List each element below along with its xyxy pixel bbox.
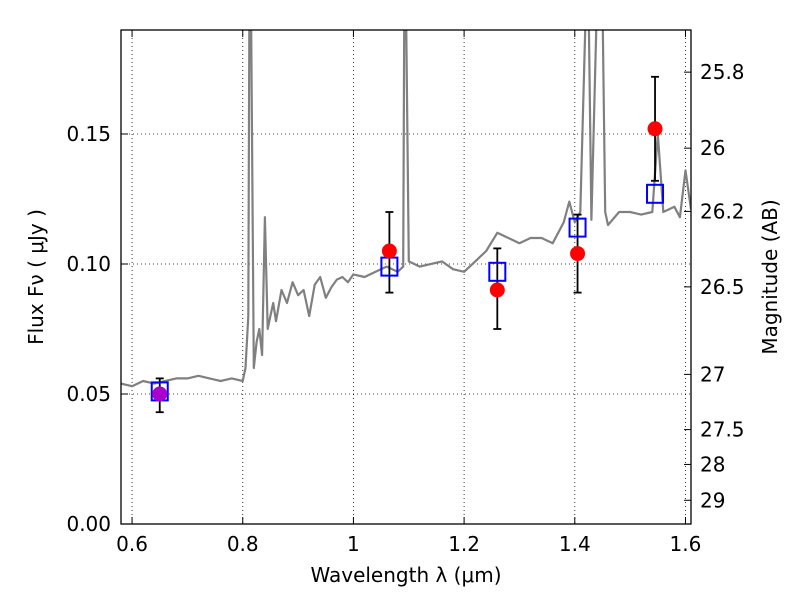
y-axis-right-label: Magnitude (AB) xyxy=(758,199,782,354)
mag-tick-label: 29 xyxy=(700,488,725,512)
observed-point xyxy=(152,386,168,402)
y-tick-label: 0.00 xyxy=(66,512,111,536)
x-tick-label: 0.8 xyxy=(227,532,259,556)
observed-point xyxy=(570,246,586,262)
axis-ticks: 0.6 0.8 1 1.2 1.4 1.6 0.00 0.05 0.10 0.15 25.8 26 26… xyxy=(66,30,745,556)
plot-frame xyxy=(120,29,692,525)
x-axis-label: Wavelength λ (μm) xyxy=(310,563,501,587)
x-tick-label: 1.2 xyxy=(448,532,480,556)
model-photometry-point xyxy=(488,261,507,282)
model-spectrum-layer xyxy=(121,30,691,388)
y-tick-label: 0.05 xyxy=(66,382,111,406)
observed-point xyxy=(489,282,505,298)
observed-point xyxy=(647,121,663,137)
mag-tick-label: 27 xyxy=(700,362,725,386)
mag-tick-label: 26 xyxy=(700,136,725,160)
y-tick-label: 0.10 xyxy=(66,252,111,276)
mag-tick-label: 28 xyxy=(700,452,725,476)
y-axis-label: Flux Fν ( μJy ) xyxy=(24,209,48,345)
x-tick-label: 1.4 xyxy=(559,532,591,556)
observed-point xyxy=(381,243,397,259)
y-tick-label: 0.15 xyxy=(66,122,111,146)
model-spectrum-line xyxy=(121,30,691,388)
data-points-layer xyxy=(150,75,665,414)
x-tick-label: 1 xyxy=(347,532,360,556)
mag-tick-label: 26.5 xyxy=(700,275,745,299)
mag-tick-label: 25.8 xyxy=(700,60,745,84)
mag-tick-label: 26.2 xyxy=(700,199,745,223)
mag-tick-label: 27.5 xyxy=(700,418,745,442)
model-photometry-point xyxy=(646,183,665,204)
x-tick-label: 0.6 xyxy=(116,532,148,556)
model-photometry-point xyxy=(568,217,587,238)
x-tick-label: 1.6 xyxy=(670,532,702,556)
